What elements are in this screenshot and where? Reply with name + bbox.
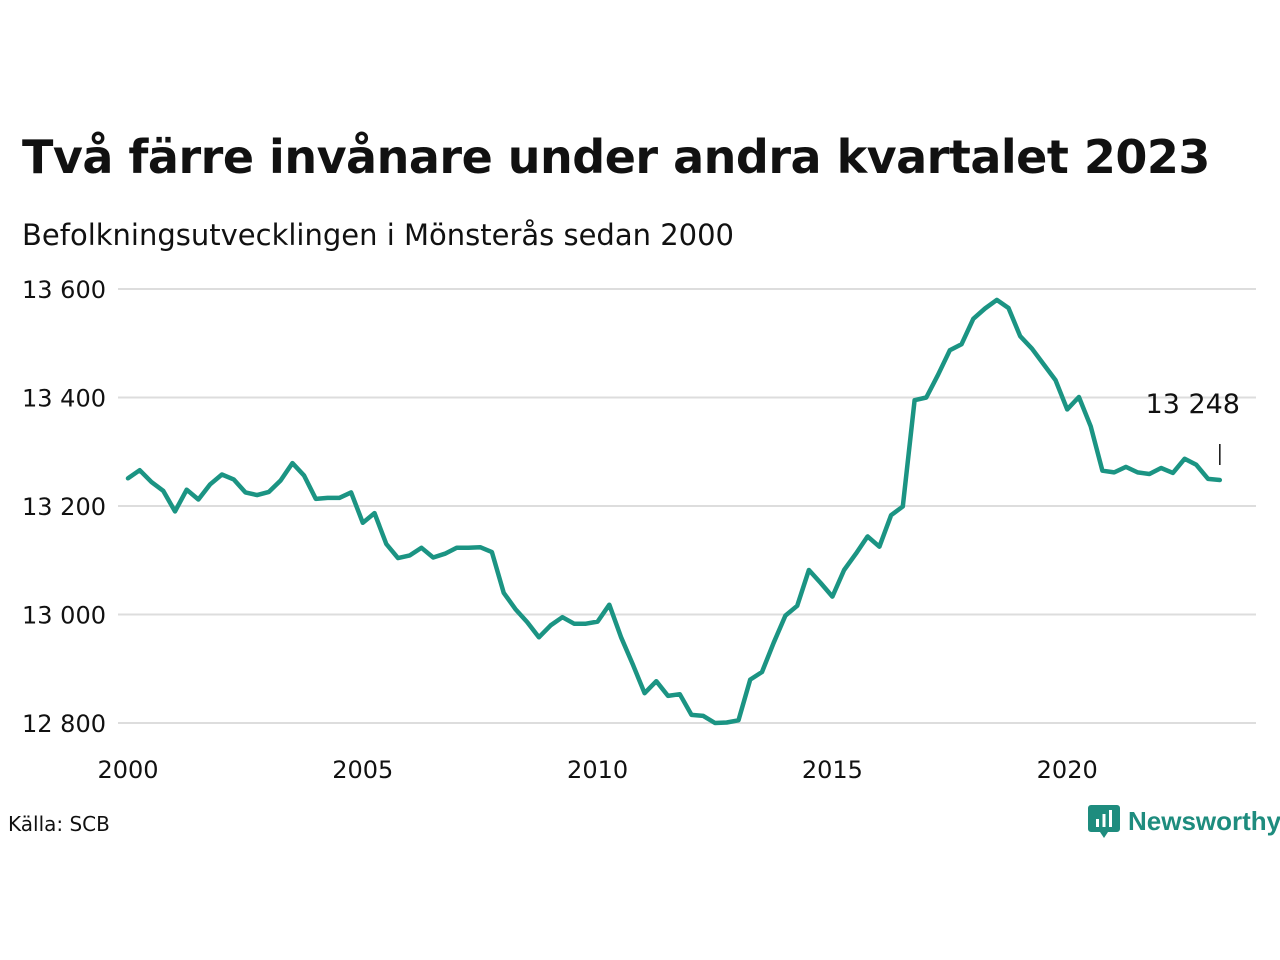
source-note: Källa: SCB <box>8 812 110 836</box>
chart-title: Två färre invånare under andra kvartalet… <box>22 130 1210 184</box>
x-axis-ticks: 2000 2005 2010 2015 2020 <box>97 756 1097 784</box>
y-tick-label: 13 000 <box>22 602 106 630</box>
series <box>125 297 1223 726</box>
series-line <box>125 297 1223 726</box>
chart-subtitle: Befolkningsutvecklingen i Mönsterås seda… <box>22 218 735 252</box>
x-tick-label: 2000 <box>97 756 158 784</box>
brand-name: Newsworthy <box>1128 805 1280 836</box>
y-tick-label: 13 200 <box>22 493 106 521</box>
x-tick-label: 2020 <box>1037 756 1098 784</box>
newsworthy-logo[interactable]: Newsworthy <box>1088 803 1280 839</box>
x-tick-label: 2005 <box>332 756 393 784</box>
last-value-annotation: 13 248 <box>1146 389 1240 465</box>
y-tick-label: 13 400 <box>22 385 106 413</box>
y-axis-ticks: 12 800 13 000 13 200 13 400 13 600 <box>22 276 106 738</box>
x-tick-label: 2010 <box>567 756 628 784</box>
y-tick-label: 13 600 <box>22 276 106 304</box>
y-tick-label: 12 800 <box>22 710 106 738</box>
x-tick-label: 2015 <box>802 756 863 784</box>
newsworthy-icon <box>1088 805 1120 838</box>
gridlines <box>118 288 1256 724</box>
last-value-label: 13 248 <box>1146 389 1240 420</box>
